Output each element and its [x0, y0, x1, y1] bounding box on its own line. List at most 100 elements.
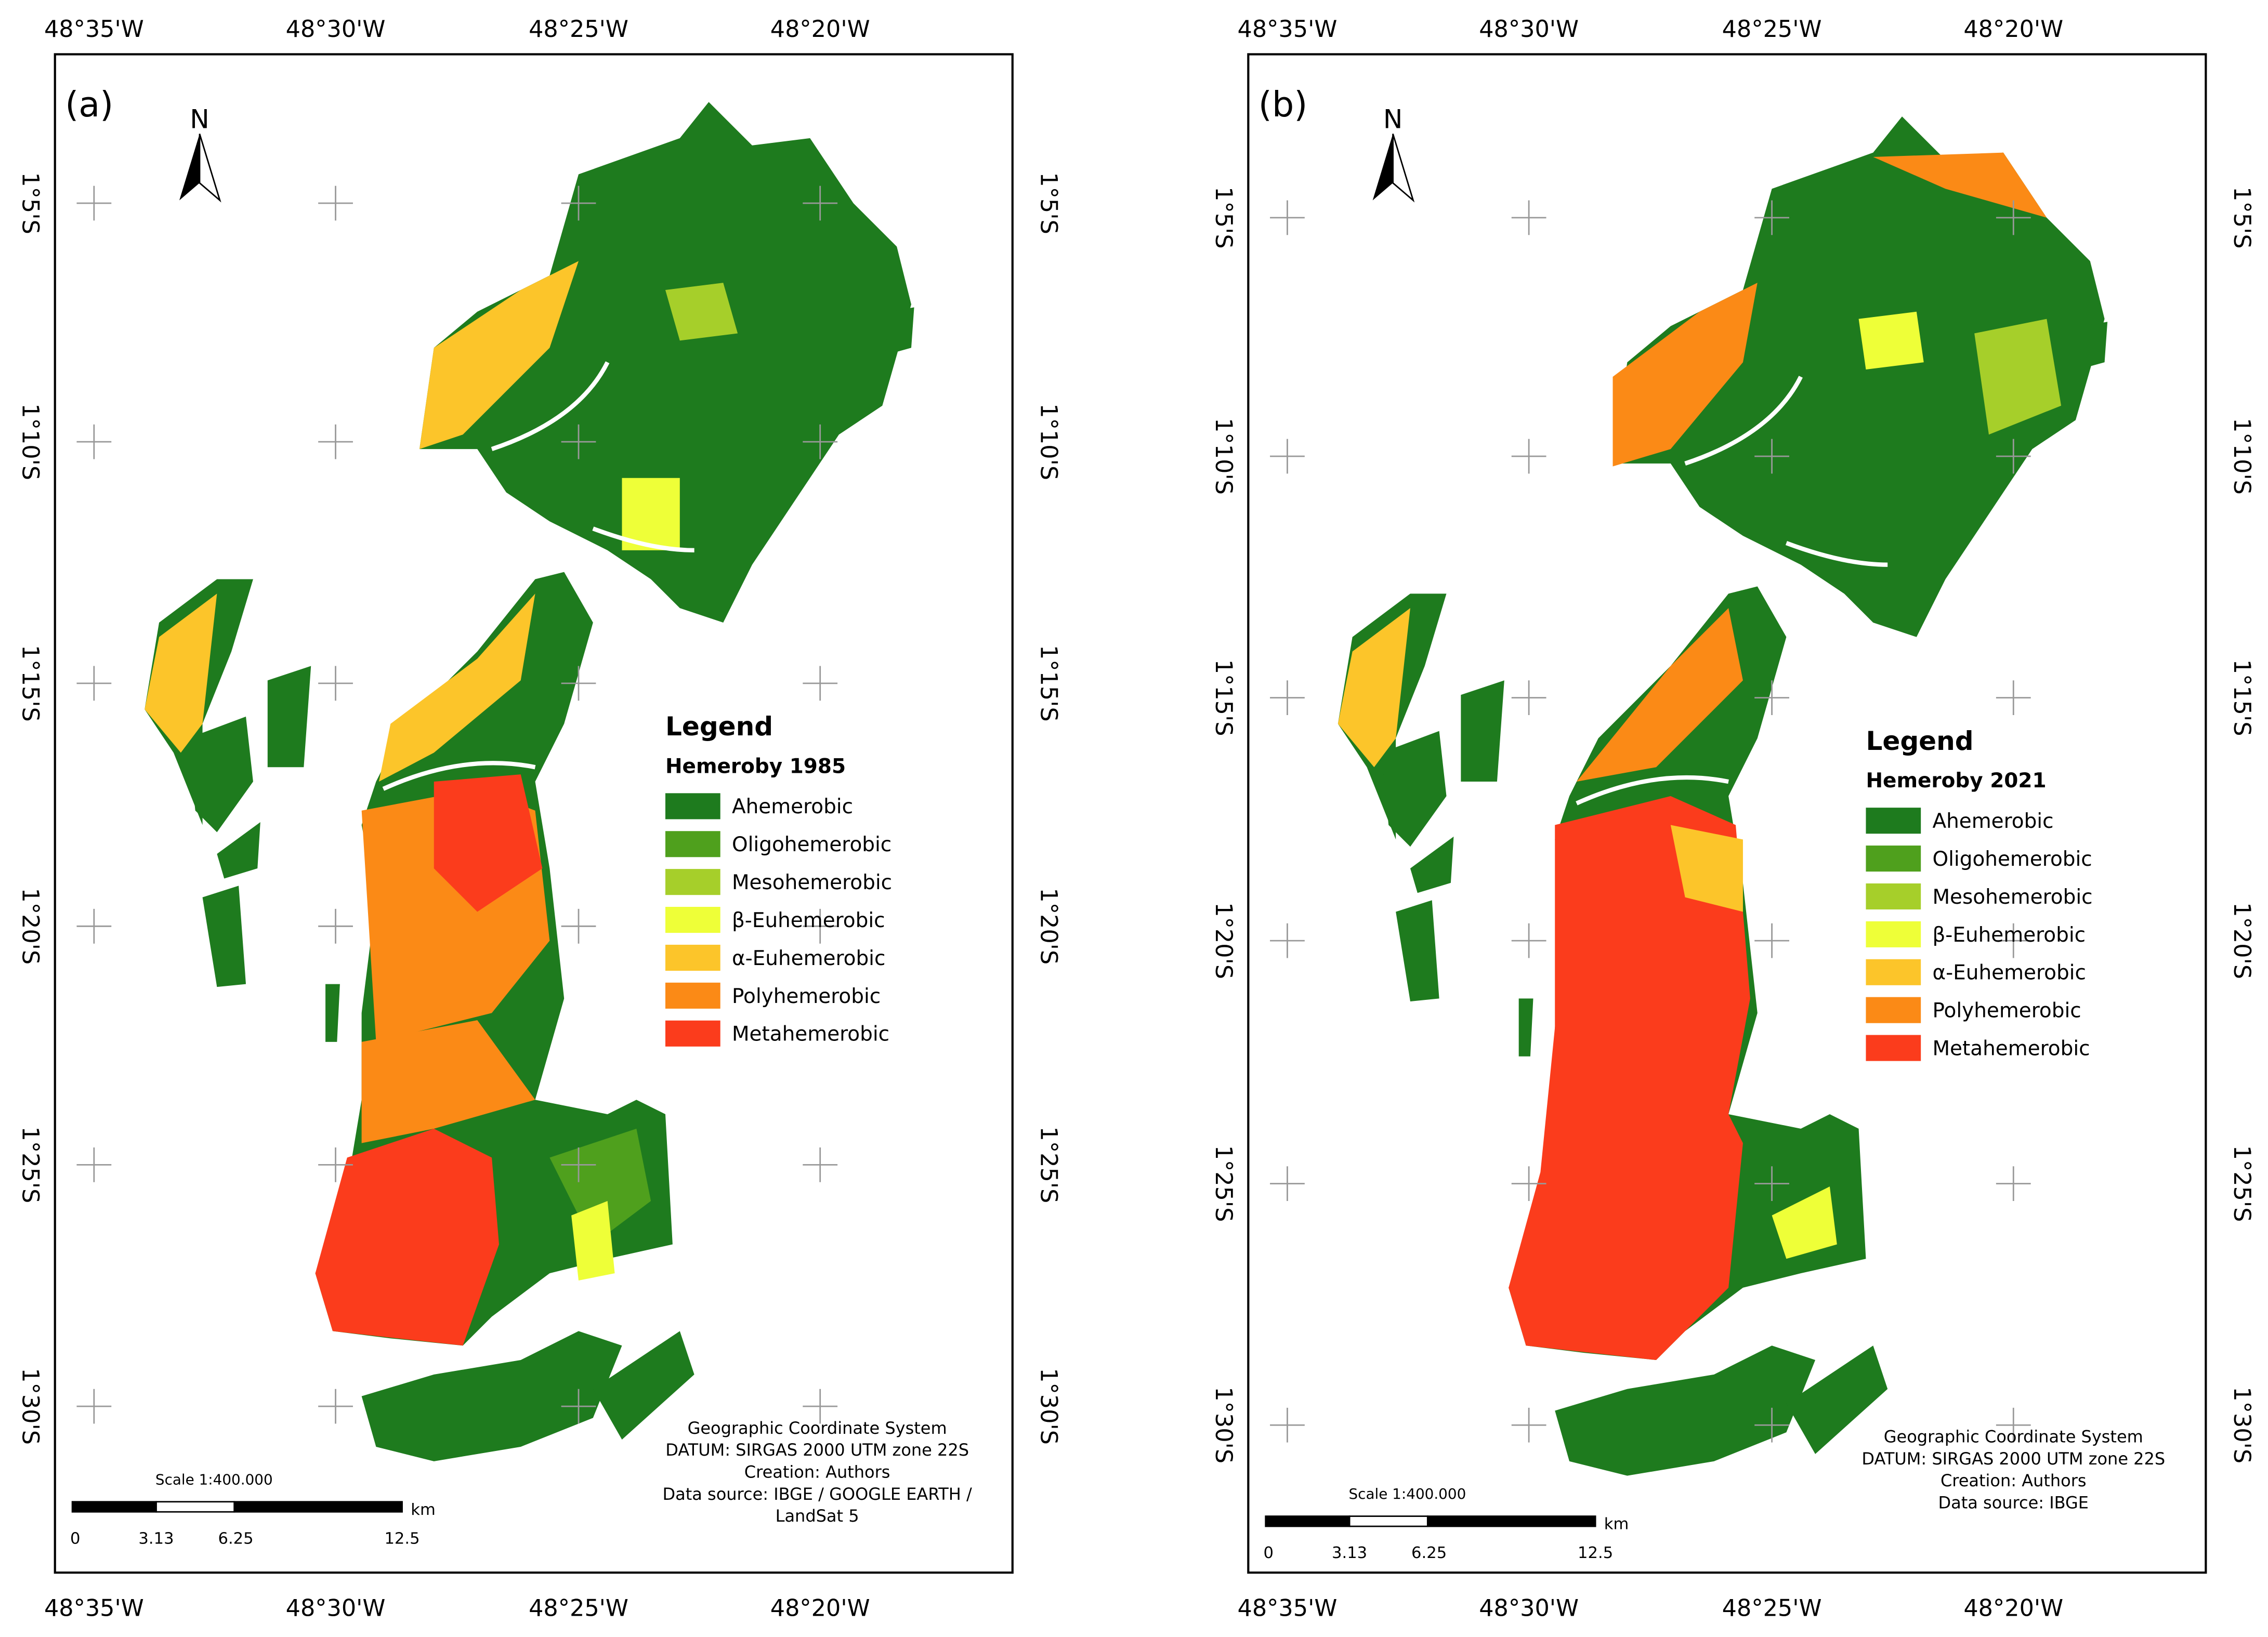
legend-swatch: [1866, 997, 1921, 1023]
legend-swatch: [1866, 959, 1921, 985]
graticule-cross: [1270, 680, 1305, 716]
map-panel: (b) N 48°35'W 48°35'W 48°30'W 48°30'W 48°25'W 4…: [1210, 16, 2255, 1622]
latitude-label: 1°10'S: [1035, 403, 1062, 480]
graticule-cross: [1270, 1407, 1305, 1443]
land-class-zone: [622, 478, 680, 550]
island: [1555, 1345, 1816, 1476]
graticule-cross: [561, 186, 596, 221]
longitude-label: 48°35'W: [44, 1595, 144, 1622]
legend-swatch: [1866, 883, 1921, 910]
longitude-label: 48°30'W: [286, 16, 386, 43]
graticule-cross: [76, 666, 112, 701]
island: [1410, 836, 1454, 893]
latitude-label: 1°15'S: [1035, 645, 1062, 722]
graticule-cross: [1754, 200, 1789, 235]
longitude-label: 48°20'W: [1963, 1595, 2063, 1622]
graticule-cross: [1511, 1166, 1546, 1201]
graticule-cross: [803, 1389, 838, 1424]
graticule-cross: [76, 1147, 112, 1182]
graticule-cross: [803, 424, 838, 459]
graticule-cross: [1270, 200, 1305, 235]
graticule-cross: [1996, 200, 2031, 235]
latitude-label: 1°15'S: [17, 645, 44, 722]
panel-label: (b): [1258, 84, 1307, 125]
north-label: N: [190, 104, 209, 134]
latitude-label: 1°10'S: [2228, 418, 2255, 495]
island: [2078, 322, 2108, 370]
graticule-cross: [76, 424, 112, 459]
island: [593, 1331, 694, 1440]
island: [1396, 900, 1439, 1001]
legend-label: Polyhemerobic: [1932, 999, 2081, 1023]
graticule-cross: [1754, 680, 1789, 716]
graticule-cross: [1754, 1407, 1789, 1443]
graticule-cross: [1996, 1407, 2031, 1443]
scale-tick-label: 3.13: [138, 1529, 174, 1548]
island: [188, 716, 253, 833]
latitude-label: 1°10'S: [1210, 418, 1237, 495]
longitude-label: 48°25'W: [1722, 16, 1822, 43]
legend-label: β-Euhemerobic: [732, 909, 885, 932]
latitude-label: 1°20'S: [2228, 902, 2255, 979]
longitude-label: 48°35'W: [1238, 1595, 1338, 1622]
scale-bar: [1426, 1515, 1596, 1527]
scale-tick-label: 3.13: [1332, 1544, 1367, 1562]
legend-label: Polyhemerobic: [732, 985, 881, 1008]
land-class-zone: [1338, 608, 1410, 768]
longitude-label: 48°35'W: [1238, 16, 1338, 43]
graticule-cross: [1270, 923, 1305, 958]
island: [202, 886, 246, 987]
legend-label: Metahemerobic: [1932, 1037, 2090, 1060]
scale-bar: [71, 1501, 157, 1513]
graticule-cross: [1511, 680, 1546, 716]
longitude-label: 48°20'W: [770, 1595, 870, 1622]
land-class-zone: [1612, 283, 1758, 467]
scale-tick-label: 0: [70, 1529, 80, 1548]
graticule-cross: [561, 908, 596, 944]
island: [217, 822, 260, 879]
island: [325, 984, 340, 1042]
legend-subtitle: Hemeroby 1985: [665, 755, 846, 778]
graticule-cross: [1511, 439, 1546, 474]
credits-line: Geographic Coordinate System: [1884, 1427, 2143, 1447]
graticule-cross: [1511, 923, 1546, 958]
graticule-cross: [803, 1147, 838, 1182]
longitude-label: 48°20'W: [1963, 16, 2063, 43]
land-class-zone: [379, 593, 535, 782]
scale-tick-label: 12.5: [384, 1529, 419, 1548]
latitude-label: 1°15'S: [1210, 659, 1237, 736]
legend-swatch: [665, 1020, 720, 1047]
graticule-cross: [803, 186, 838, 221]
island: [1518, 998, 1533, 1057]
latitude-label: 1°5'S: [1210, 187, 1237, 248]
island: [1381, 731, 1447, 847]
land-class-zone: [1576, 608, 1743, 782]
legend-swatch: [665, 869, 720, 895]
scale-unit: km: [1604, 1515, 1629, 1534]
credits-line: Creation: Authors: [744, 1462, 890, 1482]
legend-label: α-Euhemerobic: [1932, 961, 2086, 985]
legend-swatch: [665, 944, 720, 971]
scale-tick-label: 6.25: [218, 1529, 253, 1548]
credits-line: DATUM: SIRGAS 2000 UTM zone 22S: [665, 1440, 969, 1460]
legend-label: α-Euhemerobic: [732, 947, 885, 970]
panel-label: (a): [65, 84, 113, 125]
legend-subtitle: Hemeroby 2021: [1866, 769, 2046, 793]
island: [1461, 680, 1504, 782]
legend-label: Ahemerobic: [1932, 810, 2053, 833]
longitude-label: 48°30'W: [1479, 1595, 1579, 1622]
graticule-cross: [1511, 200, 1546, 235]
land-class-zone: [315, 1128, 499, 1346]
latitude-label: 1°25'S: [17, 1127, 44, 1204]
legend-swatch: [1866, 846, 1921, 872]
land-class-zone: [419, 261, 579, 450]
island: [1612, 116, 2105, 637]
legend-swatch: [1866, 1035, 1921, 1061]
land-class-zone: [1873, 152, 2047, 218]
credits-line: DATUM: SIRGAS 2000 UTM zone 22S: [1861, 1449, 2165, 1469]
graticule-cross: [561, 1147, 596, 1182]
graticule-cross: [318, 424, 353, 459]
legend-label: Mesohemerobic: [1932, 886, 2092, 909]
scale-bar: [1348, 1515, 1428, 1527]
